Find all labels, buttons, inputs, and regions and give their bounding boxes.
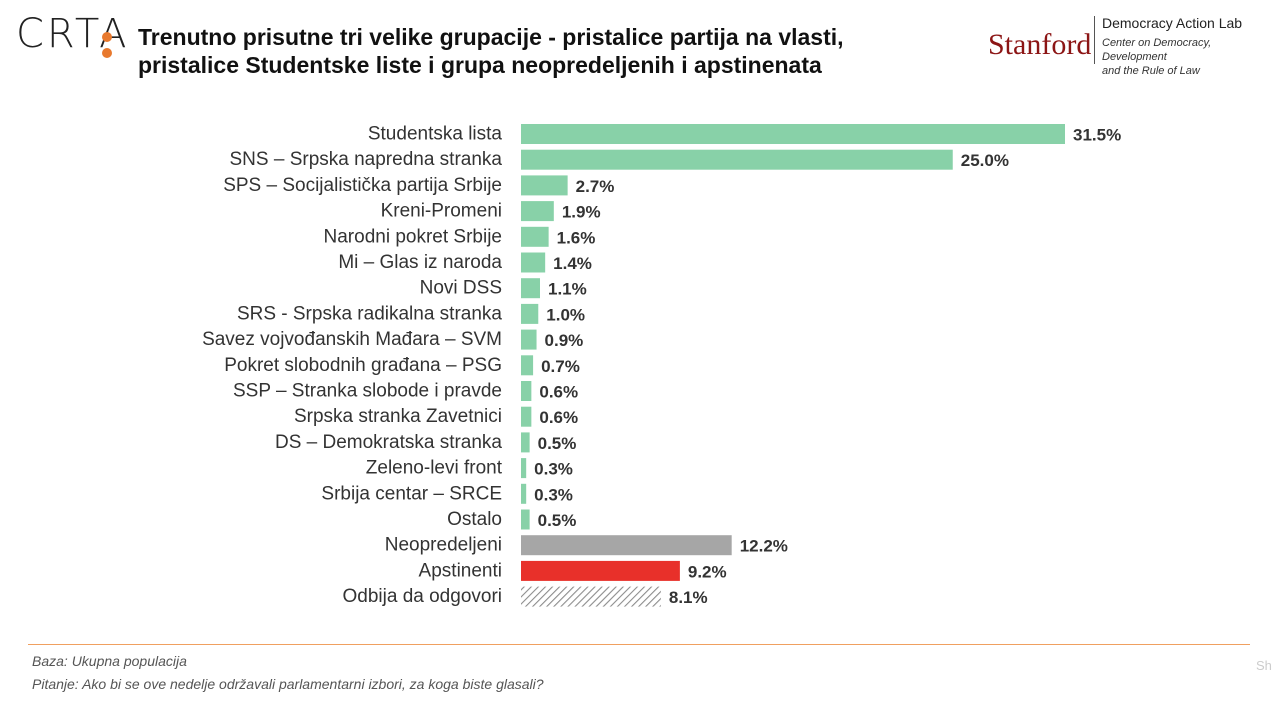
center-line-1: Center on Democracy, Development <box>1102 37 1212 63</box>
democracy-action-lab-label: Democracy Action Lab <box>1102 15 1243 31</box>
bar-chart: Studentska lista 31.5% SNS – Srpska napred… <box>202 124 1121 608</box>
center-description: Center on Democracy, Development and the… <box>1102 36 1272 78</box>
category-label: Ostalo <box>447 509 502 530</box>
bar <box>521 252 546 273</box>
bar <box>521 355 534 376</box>
bar <box>521 432 530 453</box>
bar <box>521 175 568 196</box>
category-label: Narodni pokret Srbije <box>324 226 502 247</box>
category-label: Neopredeljeni <box>385 535 502 556</box>
footer-divider <box>28 644 1250 645</box>
bar <box>521 535 732 556</box>
value-label: 31.5% <box>1073 126 1121 145</box>
bar <box>521 329 537 350</box>
category-label: SRS - Srpska radikalna stranka <box>237 303 502 324</box>
bar <box>521 560 680 581</box>
bar <box>521 509 530 530</box>
category-label: DS – Demokratska stranka <box>275 432 502 453</box>
value-label: 0.5% <box>538 434 577 453</box>
value-label: 12.2% <box>740 537 788 556</box>
value-label: 1.0% <box>546 305 585 324</box>
category-label: Srpska stranka Zavetnici <box>294 406 502 427</box>
value-label: 0.3% <box>534 485 573 504</box>
value-label: 1.4% <box>553 254 592 273</box>
category-label: Savez vojvođanskih Mađara – SVM <box>202 329 502 350</box>
logo-dot <box>102 48 112 58</box>
bar <box>521 406 532 427</box>
bar <box>521 303 539 324</box>
value-label: 0.9% <box>545 331 584 350</box>
category-label: Kreni-Promeni <box>381 201 502 222</box>
category-label: Studentska lista <box>368 124 503 145</box>
category-label: Mi – Glas iz naroda <box>338 252 502 273</box>
bar <box>521 124 1065 144</box>
bar <box>521 483 527 504</box>
stanford-logo: Stanford <box>988 28 1092 61</box>
bar <box>521 458 527 479</box>
category-label: SNS – Srpska napredna stranka <box>230 149 503 170</box>
category-label: Novi DSS <box>420 278 502 299</box>
category-label: Srbija centar – SRCE <box>321 483 502 504</box>
category-label: Pokret slobodnih građana – PSG <box>224 355 502 376</box>
value-label: 9.2% <box>688 562 727 581</box>
bar <box>521 201 554 222</box>
bar <box>521 226 549 247</box>
logo-dot <box>102 32 112 42</box>
value-label: 1.6% <box>557 228 596 247</box>
bar <box>521 278 540 299</box>
chart-title-line-1: Trenutno prisutne tri velike grupacije -… <box>138 24 844 50</box>
footer-base-note: Baza: Ukupna populacija <box>32 653 187 669</box>
value-label: 0.6% <box>539 383 578 402</box>
value-label: 8.1% <box>669 588 708 607</box>
category-label: Odbija da odgovori <box>343 586 503 607</box>
crta-logo-colon <box>102 26 112 58</box>
chart-title-line-2: pristalice Studentske liste i grupa neop… <box>138 52 822 78</box>
value-label: 2.7% <box>576 177 615 196</box>
value-label: 0.5% <box>538 511 577 530</box>
bar <box>521 381 532 401</box>
value-label: 1.9% <box>562 203 601 222</box>
logo-divider <box>1094 16 1095 64</box>
value-label: 25.0% <box>961 151 1009 170</box>
category-label: SSP – Stranka slobode i pravde <box>233 381 502 402</box>
corner-watermark: Sh <box>1256 658 1272 673</box>
bar <box>521 149 953 170</box>
chart-title: Trenutno prisutne tri velike grupacije -… <box>138 23 938 79</box>
value-label: 1.1% <box>548 280 587 299</box>
bar <box>521 586 661 607</box>
category-label: Apstinenti <box>419 560 502 581</box>
center-line-2: and the Rule of Law <box>1102 65 1200 77</box>
category-label: Zeleno-levi front <box>366 458 503 479</box>
value-label: 0.3% <box>534 460 573 479</box>
value-label: 0.6% <box>539 408 578 427</box>
category-label: SPS – Socijalistička partija Srbije <box>223 175 502 196</box>
footer-question-note: Pitanje: Ako bi se ove nedelje održavali… <box>32 676 544 692</box>
value-label: 0.7% <box>541 357 580 376</box>
